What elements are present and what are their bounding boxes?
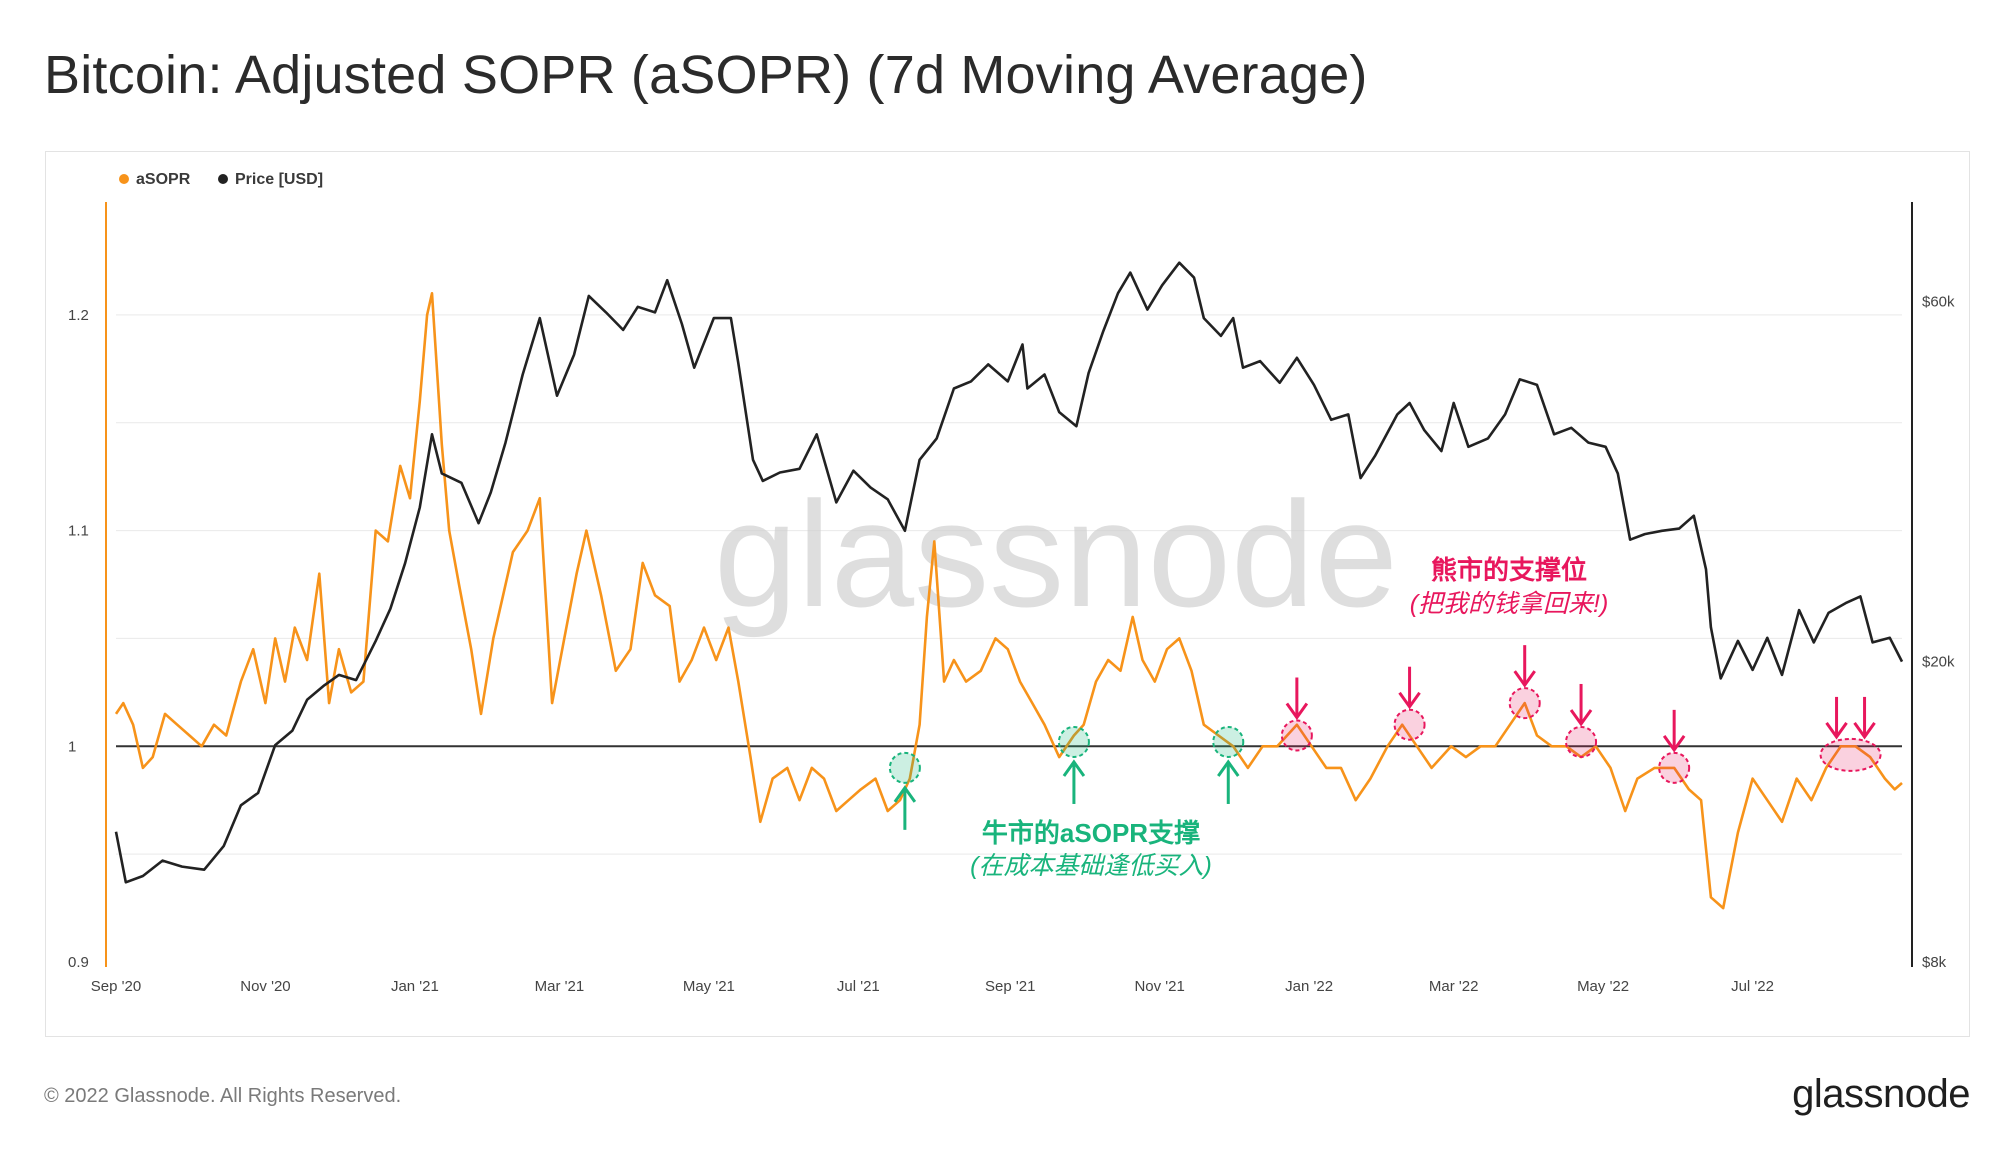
footer-copyright: © 2022 Glassnode. All Rights Reserved. bbox=[44, 1085, 402, 1107]
x-tick-label: Mar '21 bbox=[535, 978, 585, 995]
bear-arrow-head bbox=[1513, 670, 1536, 688]
x-tick-label: Jan '22 bbox=[1285, 978, 1333, 995]
x-tick-label: Nov '20 bbox=[240, 978, 290, 995]
chart-title: Bitcoin: Adjusted SOPR (aSOPR) (7d Movin… bbox=[44, 45, 1368, 105]
y-left-tick-label: 0.9 bbox=[68, 954, 89, 971]
x-tick-label: Jul '22 bbox=[1731, 978, 1774, 995]
bear-arrow-head bbox=[1569, 709, 1593, 727]
legend[interactable]: aSOPR Price [USD] bbox=[119, 171, 323, 188]
bull-arrow-head bbox=[1217, 759, 1240, 777]
bear-sublabel: (把我的钱拿回来!) bbox=[1410, 590, 1609, 618]
bear-arrow-head bbox=[1398, 691, 1421, 710]
y-left-tick-label: 1.1 bbox=[68, 523, 89, 540]
bear-annotation-label: 熊市的支撑位 (把我的钱拿回来!) bbox=[1410, 555, 1609, 618]
price-line bbox=[114, 261, 1904, 884]
watermark-text: glassnode bbox=[714, 470, 1398, 638]
legend-price-label[interactable]: Price [USD] bbox=[235, 171, 323, 188]
x-tick-label: May '22 bbox=[1577, 978, 1629, 995]
bear-arrow-head bbox=[1662, 734, 1686, 753]
axes bbox=[105, 202, 1913, 967]
bull-support-marker bbox=[888, 751, 921, 784]
x-tick-label: Jan '21 bbox=[391, 978, 439, 995]
bull-support-marker bbox=[1057, 725, 1090, 758]
x-axis-ticks: Sep '20 Nov '20 Jan '21 Mar '21 May '21 Jul '… bbox=[91, 978, 1774, 995]
y-right-tick-label: $8k bbox=[1922, 954, 1947, 971]
bull-annotation-label: 牛市的aSOPR支撑 (在成本基础逢低买入) bbox=[970, 818, 1212, 880]
x-tick-label: Mar '22 bbox=[1429, 978, 1479, 995]
x-tick-label: Sep '20 bbox=[91, 978, 141, 995]
x-tick-label: Nov '21 bbox=[1134, 978, 1184, 995]
asopr-line bbox=[114, 292, 1903, 910]
chart-panel: glassnode 0.9 1 1.1 1.2 $8k $20k $60k Sep '20… bbox=[45, 151, 1970, 1037]
y-right-tick-label: $60k bbox=[1922, 293, 1955, 310]
left-axis-ticks: 0.9 1 1.1 1.2 bbox=[68, 307, 89, 971]
bull-sublabel: (在成本基础逢低买入) bbox=[970, 852, 1212, 880]
legend-price-dot bbox=[218, 174, 228, 184]
legend-asopr-dot bbox=[119, 174, 129, 184]
bull-support-marker bbox=[1212, 725, 1245, 758]
bull-label: 牛市的aSOPR支撑 bbox=[982, 818, 1200, 848]
y-left-tick-label: 1 bbox=[68, 738, 76, 755]
bear-resistance-marker bbox=[1658, 751, 1691, 784]
footer-brand-logo[interactable]: glassnode bbox=[1792, 1072, 1970, 1116]
bull-arrow-head bbox=[1062, 759, 1086, 777]
x-tick-label: Jul '21 bbox=[837, 978, 880, 995]
bear-resistance-marker bbox=[1565, 725, 1598, 758]
bull-arrow-head bbox=[893, 785, 917, 803]
bear-arrow-head bbox=[1853, 722, 1876, 740]
right-axis-ticks: $8k $20k $60k bbox=[1922, 293, 1955, 971]
annotations bbox=[888, 645, 1882, 830]
y-right-tick-label: $20k bbox=[1922, 654, 1955, 671]
bear-resistance-marker bbox=[1508, 687, 1541, 720]
bear-arrow-head bbox=[1285, 702, 1309, 721]
x-tick-label: May '21 bbox=[683, 978, 735, 995]
x-tick-label: Sep '21 bbox=[985, 978, 1035, 995]
bear-label: 熊市的支撑位 bbox=[1431, 555, 1587, 585]
chart-svg: glassnode 0.9 1 1.1 1.2 $8k $20k $60k Sep '20… bbox=[68, 171, 1955, 995]
legend-asopr-label[interactable]: aSOPR bbox=[136, 171, 191, 188]
bear-resistance-marker bbox=[1819, 737, 1882, 772]
bear-resistance-marker bbox=[1280, 719, 1313, 752]
y-left-tick-label: 1.2 bbox=[68, 307, 89, 324]
bear-arrow-head bbox=[1825, 722, 1848, 740]
series-lines bbox=[114, 261, 1904, 910]
bear-resistance-marker bbox=[1393, 708, 1426, 741]
